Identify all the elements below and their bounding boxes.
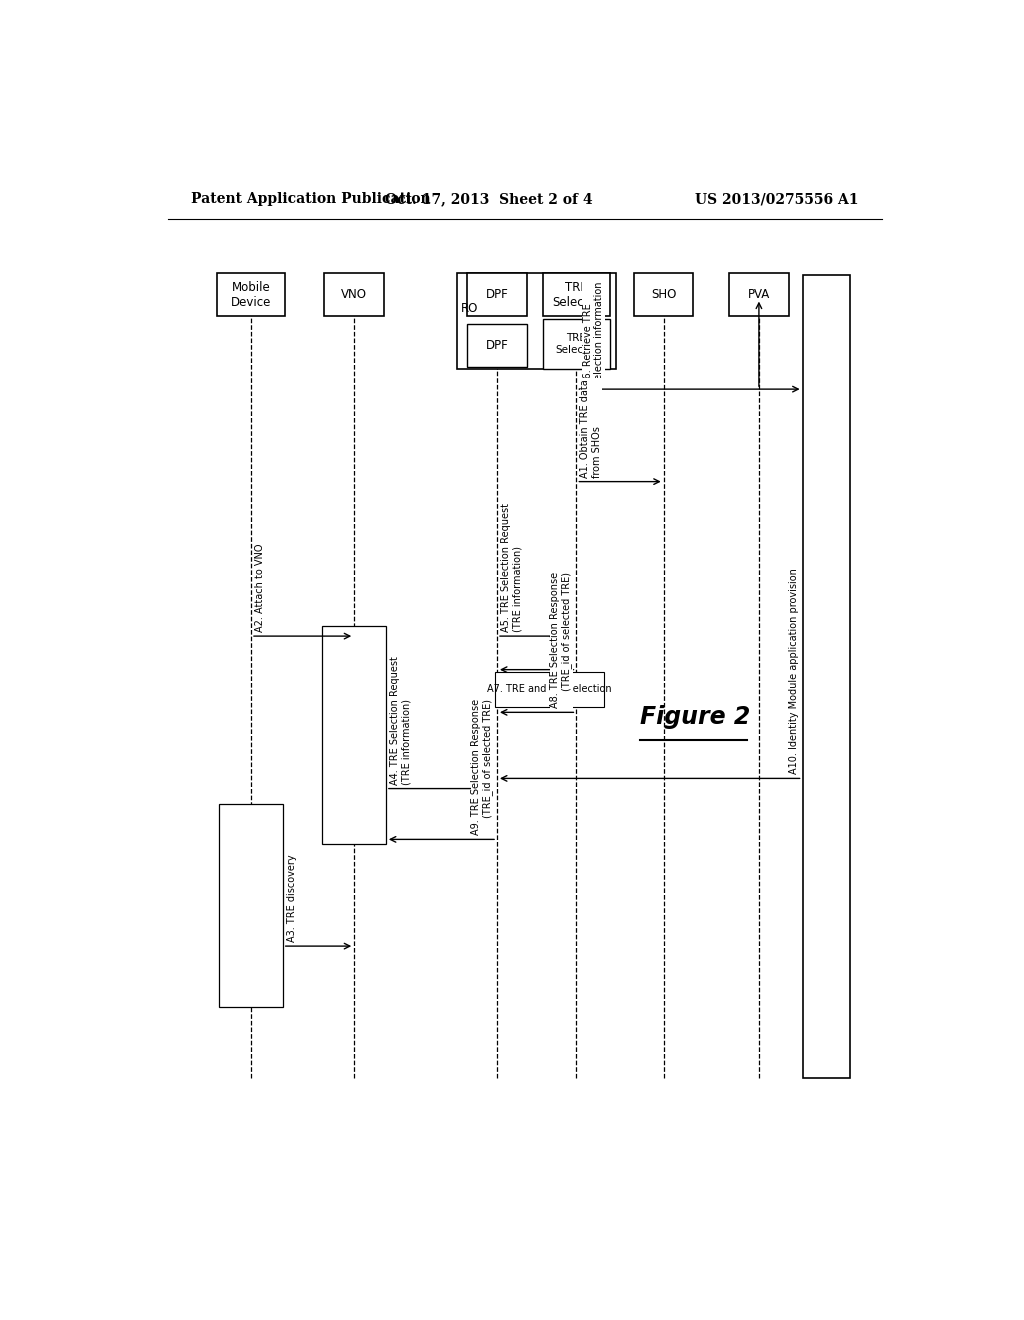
- FancyBboxPatch shape: [467, 273, 526, 315]
- FancyBboxPatch shape: [467, 325, 526, 367]
- Text: A3. TRE discovery: A3. TRE discovery: [287, 854, 297, 942]
- Text: SHO: SHO: [651, 288, 677, 301]
- Text: A10. Identity Module application provision: A10. Identity Module application provisi…: [788, 569, 799, 775]
- Text: RO: RO: [461, 302, 478, 315]
- Text: A7. TRE and HO selection: A7. TRE and HO selection: [487, 685, 611, 694]
- Text: US 2013/0275556 A1: US 2013/0275556 A1: [694, 191, 858, 206]
- Text: A1. Obtain TRE data
from SHOs: A1. Obtain TRE data from SHOs: [581, 379, 602, 478]
- FancyBboxPatch shape: [217, 273, 285, 315]
- FancyBboxPatch shape: [543, 273, 610, 315]
- Text: TRE
Selector: TRE Selector: [555, 333, 598, 355]
- Text: A2. Attach to VNO: A2. Attach to VNO: [255, 544, 265, 632]
- Text: A6. Retrieve TRE
selection information: A6. Retrieve TRE selection information: [583, 281, 604, 385]
- Text: A5. TRE Selection Request
(TRE information): A5. TRE Selection Request (TRE informati…: [501, 503, 522, 632]
- FancyBboxPatch shape: [458, 273, 616, 368]
- FancyBboxPatch shape: [495, 672, 604, 708]
- Text: Figure 2: Figure 2: [640, 705, 751, 730]
- Text: A4. TRE Selection Request
(TRE information): A4. TRE Selection Request (TRE informati…: [390, 656, 412, 784]
- FancyBboxPatch shape: [634, 273, 693, 315]
- Text: TRE
Selector: TRE Selector: [552, 281, 601, 309]
- FancyBboxPatch shape: [219, 804, 283, 1007]
- FancyBboxPatch shape: [803, 276, 850, 1078]
- Text: Patent Application Publication: Patent Application Publication: [191, 191, 431, 206]
- Text: Oct. 17, 2013  Sheet 2 of 4: Oct. 17, 2013 Sheet 2 of 4: [385, 191, 593, 206]
- Text: A8. TRE Selection Response
(TRE_id of selected TRE): A8. TRE Selection Response (TRE_id of se…: [550, 572, 572, 709]
- FancyBboxPatch shape: [323, 626, 386, 845]
- Text: PVA: PVA: [748, 288, 770, 301]
- Text: VNO: VNO: [341, 288, 368, 301]
- FancyBboxPatch shape: [325, 273, 384, 315]
- FancyBboxPatch shape: [729, 273, 788, 315]
- Text: DPF: DPF: [485, 288, 508, 301]
- Text: A9. TRE Selection Response
(TRE_id of selected TRE): A9. TRE Selection Response (TRE_id of se…: [471, 700, 494, 836]
- FancyBboxPatch shape: [543, 319, 610, 368]
- Text: DPF: DPF: [485, 339, 508, 352]
- Text: Mobile
Device: Mobile Device: [230, 281, 271, 309]
